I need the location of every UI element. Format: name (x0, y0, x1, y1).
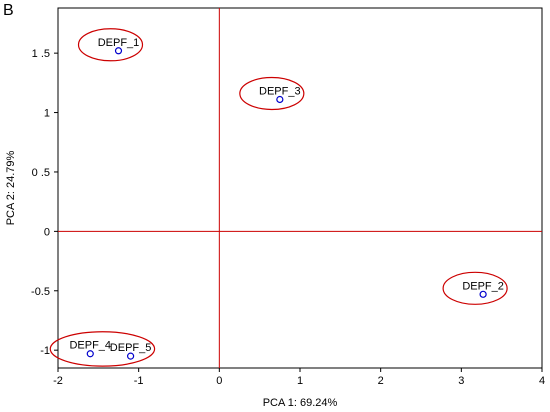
group-ellipse (442, 271, 508, 305)
data-point (479, 290, 487, 298)
x-tick-label: 2 (378, 375, 384, 387)
point-label: DEPF_4 (69, 340, 111, 352)
x-tick-label: -2 (53, 375, 63, 387)
data-point (86, 350, 94, 358)
y-tick-label: 1 .5 (32, 48, 50, 60)
x-axis-label: PCA 1: 69.24% (263, 397, 338, 409)
x-tick-label: 1 (297, 375, 303, 387)
x-tick-label: 0 (216, 375, 222, 387)
x-tick-label: 3 (458, 375, 464, 387)
data-point (127, 352, 135, 360)
point-label: DEPF_1 (98, 37, 140, 49)
panel-letter: B (3, 2, 14, 19)
data-point (276, 95, 284, 104)
y-tick-label: 0 (44, 226, 50, 238)
point-label: DEPF_3 (259, 85, 301, 97)
group-ellipse (77, 28, 144, 62)
group-ellipse (239, 76, 305, 111)
y-tick-label: 1 (44, 108, 50, 120)
y-tick-label: -1 (40, 345, 50, 357)
point-label: DEPF_2 (462, 280, 504, 292)
data-point (114, 47, 123, 55)
plot-frame (57, 7, 543, 369)
group-ellipse (49, 331, 156, 367)
x-tick-label: 4 (539, 375, 545, 387)
y-tick-label: -0.5 (31, 286, 50, 298)
x-tick-label: -1 (134, 375, 144, 387)
y-axis-label: PCA 2: 24.79% (5, 150, 17, 225)
y-tick-label: 0 .5 (32, 167, 50, 179)
point-label: DEPF_5 (110, 342, 152, 354)
